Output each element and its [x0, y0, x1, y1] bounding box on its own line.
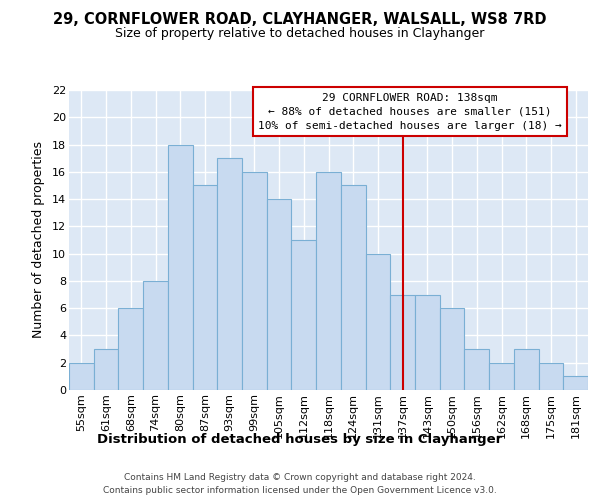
Y-axis label: Number of detached properties: Number of detached properties — [32, 142, 45, 338]
Bar — [365, 254, 390, 390]
Bar — [94, 349, 118, 390]
Bar — [464, 349, 489, 390]
Text: Distribution of detached houses by size in Clayhanger: Distribution of detached houses by size … — [97, 432, 503, 446]
Bar — [514, 349, 539, 390]
Text: Contains HM Land Registry data © Crown copyright and database right 2024.: Contains HM Land Registry data © Crown c… — [124, 472, 476, 482]
Bar — [415, 294, 440, 390]
Bar — [316, 172, 341, 390]
Bar — [563, 376, 588, 390]
Bar — [341, 186, 365, 390]
Bar — [242, 172, 267, 390]
Text: 29 CORNFLOWER ROAD: 138sqm
← 88% of detached houses are smaller (151)
10% of sem: 29 CORNFLOWER ROAD: 138sqm ← 88% of deta… — [258, 92, 562, 130]
Bar — [489, 362, 514, 390]
Bar — [390, 294, 415, 390]
Bar — [193, 186, 217, 390]
Bar — [217, 158, 242, 390]
Bar — [267, 199, 292, 390]
Bar — [69, 362, 94, 390]
Text: Contains public sector information licensed under the Open Government Licence v3: Contains public sector information licen… — [103, 486, 497, 495]
Text: Size of property relative to detached houses in Clayhanger: Size of property relative to detached ho… — [115, 28, 485, 40]
Bar — [143, 281, 168, 390]
Bar — [292, 240, 316, 390]
Bar — [440, 308, 464, 390]
Bar — [168, 144, 193, 390]
Text: 29, CORNFLOWER ROAD, CLAYHANGER, WALSALL, WS8 7RD: 29, CORNFLOWER ROAD, CLAYHANGER, WALSALL… — [53, 12, 547, 28]
Bar — [118, 308, 143, 390]
Bar — [539, 362, 563, 390]
